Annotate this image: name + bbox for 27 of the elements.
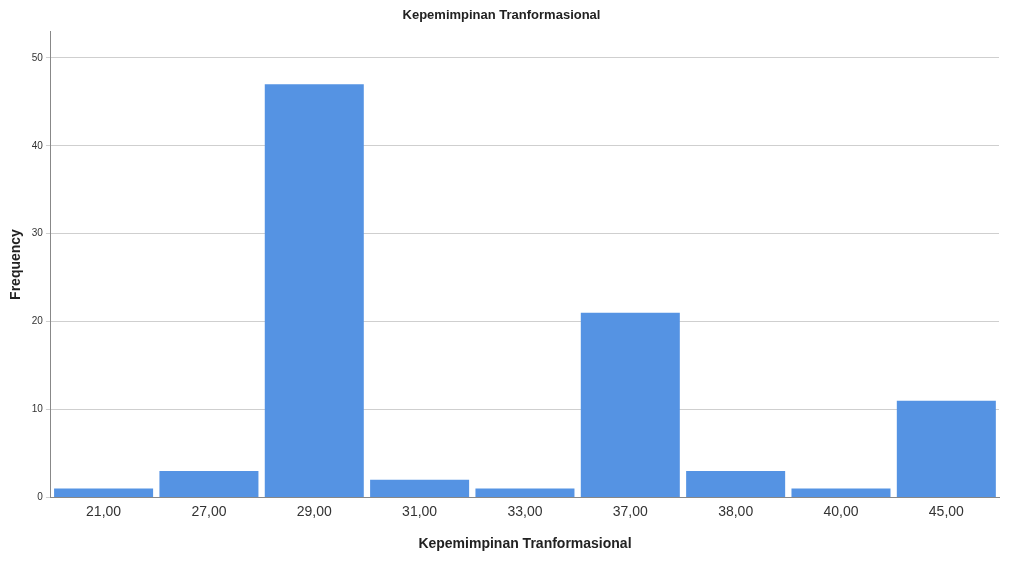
bar — [264, 84, 364, 497]
y-tick-label: 10 — [31, 403, 44, 415]
x-tick-label: 33,00 — [507, 502, 543, 519]
bar — [896, 400, 996, 497]
y-tick-label: 30 — [31, 227, 44, 239]
y-tick-label: 20 — [31, 315, 44, 327]
y-tick-label: 0 — [37, 491, 44, 503]
bar — [580, 312, 680, 497]
x-tick-label: 40,00 — [823, 502, 859, 519]
x-tick-label: 31,00 — [402, 502, 438, 519]
bar — [54, 488, 154, 497]
y-axis-title: Frequency — [7, 228, 24, 300]
x-tick-label: 21,00 — [86, 502, 122, 519]
bar — [686, 471, 786, 497]
x-tick-label: 38,00 — [718, 502, 754, 519]
x-tick-label: 29,00 — [296, 502, 332, 519]
x-tick-label: 37,00 — [612, 502, 649, 519]
bar — [159, 471, 259, 497]
y-tick-label: 40 — [31, 139, 44, 151]
y-tick-label: 50 — [31, 51, 44, 63]
x-axis-title: Kepemimpinan Tranformasional — [418, 535, 632, 552]
bar — [791, 488, 891, 497]
x-tick-label: 27,00 — [191, 502, 227, 519]
bar — [370, 479, 470, 497]
x-tick-label: 45,00 — [928, 502, 965, 519]
chart-title: Kepemimpinan Tranformasional — [402, 7, 601, 23]
bar — [475, 488, 575, 497]
